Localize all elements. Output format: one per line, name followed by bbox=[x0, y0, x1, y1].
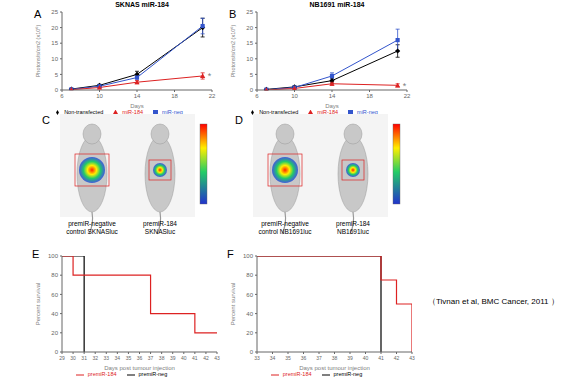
svg-text:5: 5 bbox=[250, 72, 254, 78]
svg-text:80: 80 bbox=[51, 272, 58, 278]
svg-text:6: 6 bbox=[255, 93, 259, 99]
html-text:miR-neg: miR-neg bbox=[357, 109, 378, 115]
svg-text:22: 22 bbox=[404, 93, 411, 99]
svg-text:22: 22 bbox=[209, 93, 216, 99]
svg-text:premiR-negative: premiR-negative bbox=[68, 220, 116, 228]
svg-text:42: 42 bbox=[394, 355, 400, 361]
svg-text:Photons/s/cm2 (x10⁶): Photons/s/cm2 (x10⁶) bbox=[230, 24, 236, 77]
html-text:D: D bbox=[235, 114, 243, 126]
svg-text:14: 14 bbox=[329, 93, 336, 99]
html-text:premiR-neg: premiR-neg bbox=[333, 371, 363, 377]
html-text:SKNAS miR-184: SKNAS miR-184 bbox=[115, 1, 169, 8]
svg-text:38: 38 bbox=[159, 355, 165, 361]
svg-text:31: 31 bbox=[81, 355, 87, 361]
svg-text:40: 40 bbox=[51, 311, 58, 317]
svg-text:42: 42 bbox=[203, 355, 209, 361]
svg-text:36: 36 bbox=[137, 355, 143, 361]
svg-text:60: 60 bbox=[246, 292, 253, 298]
svg-text:38: 38 bbox=[332, 355, 338, 361]
html-text:miR-184: miR-184 bbox=[122, 109, 144, 115]
html-text:miR-184: miR-184 bbox=[317, 109, 339, 115]
html-text:Non-transfected: Non-transfected bbox=[64, 109, 104, 115]
svg-text:40: 40 bbox=[363, 355, 369, 361]
svg-text:control NB1691luc: control NB1691luc bbox=[258, 228, 312, 235]
html-text:miR-neg: miR-neg bbox=[162, 109, 183, 115]
svg-text:10: 10 bbox=[96, 93, 103, 99]
svg-text:*: * bbox=[208, 71, 212, 81]
svg-text:Days: Days bbox=[130, 103, 144, 109]
svg-text:25: 25 bbox=[51, 9, 58, 15]
svg-text:100: 100 bbox=[243, 253, 254, 259]
svg-text:37: 37 bbox=[316, 355, 322, 361]
svg-text:39: 39 bbox=[170, 355, 176, 361]
svg-text:18: 18 bbox=[171, 93, 178, 99]
svg-text:34: 34 bbox=[270, 355, 276, 361]
svg-text:Photons/s/cm2 (x10⁶): Photons/s/cm2 (x10⁶) bbox=[35, 24, 41, 77]
svg-text:premiR-184: premiR-184 bbox=[143, 220, 177, 228]
svg-text:33: 33 bbox=[104, 355, 110, 361]
svg-text:80: 80 bbox=[246, 272, 253, 278]
svg-text:Days post tumour injection: Days post tumour injection bbox=[104, 365, 175, 371]
svg-text:premiR-184: premiR-184 bbox=[336, 220, 370, 228]
html-text:premiR-184: premiR-184 bbox=[282, 371, 312, 377]
svg-text:0: 0 bbox=[250, 349, 254, 355]
html-text:B: B bbox=[229, 8, 237, 20]
svg-text:60: 60 bbox=[51, 292, 58, 298]
svg-text:15: 15 bbox=[51, 40, 58, 46]
svg-text:control SKNASluc: control SKNASluc bbox=[66, 228, 118, 235]
svg-text:14: 14 bbox=[134, 93, 141, 99]
svg-text:41: 41 bbox=[192, 355, 198, 361]
svg-text:0: 0 bbox=[55, 87, 59, 93]
html-text:A: A bbox=[34, 8, 42, 20]
svg-text:NB1691luc: NB1691luc bbox=[337, 228, 370, 235]
svg-text:10: 10 bbox=[246, 56, 253, 62]
html-text:Non-transfected: Non-transfected bbox=[259, 109, 299, 115]
svg-text:25: 25 bbox=[246, 9, 253, 15]
svg-text:33: 33 bbox=[254, 355, 260, 361]
svg-text:0: 0 bbox=[55, 349, 59, 355]
html-text:F: F bbox=[227, 248, 234, 260]
svg-text:Percent survival: Percent survival bbox=[35, 283, 41, 326]
svg-text:15: 15 bbox=[246, 40, 253, 46]
svg-text:18: 18 bbox=[366, 93, 373, 99]
svg-text:6: 6 bbox=[60, 93, 64, 99]
svg-text:5: 5 bbox=[55, 72, 59, 78]
html-text:（Tivnan et al, BMC Cancer, 201: （Tivnan et al, BMC Cancer, 2011 ） bbox=[428, 297, 559, 306]
html-text:C: C bbox=[42, 114, 50, 126]
svg-text:20: 20 bbox=[246, 330, 253, 336]
svg-text:36: 36 bbox=[301, 355, 307, 361]
svg-text:41: 41 bbox=[378, 355, 384, 361]
html-text:premiR-neg: premiR-neg bbox=[138, 371, 168, 377]
svg-text:SKNASluc: SKNASluc bbox=[145, 228, 176, 235]
svg-text:20: 20 bbox=[51, 330, 58, 336]
svg-text:10: 10 bbox=[291, 93, 298, 99]
svg-text:100: 100 bbox=[48, 253, 59, 259]
svg-text:32: 32 bbox=[92, 355, 98, 361]
svg-text:20: 20 bbox=[246, 25, 253, 31]
svg-text:Days post tumour injection: Days post tumour injection bbox=[299, 365, 370, 371]
svg-text:40: 40 bbox=[181, 355, 187, 361]
html-text:NB1691 miR-184: NB1691 miR-184 bbox=[309, 1, 365, 8]
html-text:E: E bbox=[32, 248, 40, 260]
svg-text:35: 35 bbox=[126, 355, 132, 361]
svg-text:43: 43 bbox=[409, 355, 415, 361]
svg-text:*: * bbox=[403, 81, 407, 91]
svg-text:39: 39 bbox=[347, 355, 353, 361]
svg-text:premiR-negative: premiR-negative bbox=[261, 220, 309, 228]
svg-text:43: 43 bbox=[214, 355, 220, 361]
svg-text:10: 10 bbox=[51, 56, 58, 62]
svg-text:Days: Days bbox=[325, 103, 339, 109]
svg-text:34: 34 bbox=[115, 355, 121, 361]
html-text:premiR-184: premiR-184 bbox=[87, 371, 117, 377]
svg-text:40: 40 bbox=[246, 311, 253, 317]
svg-text:0: 0 bbox=[250, 87, 254, 93]
svg-text:37: 37 bbox=[148, 355, 154, 361]
svg-text:35: 35 bbox=[285, 355, 291, 361]
svg-text:Percent survival: Percent survival bbox=[230, 283, 236, 326]
svg-text:30: 30 bbox=[70, 355, 76, 361]
svg-text:29: 29 bbox=[59, 355, 65, 361]
svg-text:20: 20 bbox=[51, 25, 58, 31]
